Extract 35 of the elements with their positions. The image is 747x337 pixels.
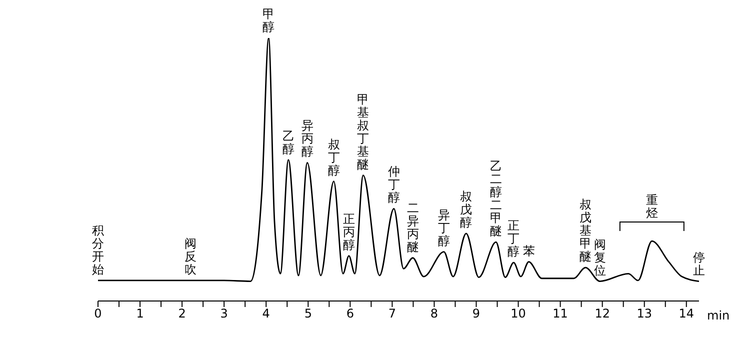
x-tick-label: 6 (346, 306, 354, 321)
annotation: 乙醇 (282, 128, 294, 156)
x-tick-label: 11 (552, 306, 568, 321)
x-tick-label: 2 (178, 306, 186, 321)
x-tick-label: 8 (430, 306, 438, 321)
x-tick-label: 7 (388, 306, 396, 321)
x-tick-label: 10 (510, 306, 526, 321)
annotation: 仲丁醇 (388, 164, 400, 205)
annotation: 叔丁醇 (328, 137, 340, 178)
annotation: 阀反吹 (184, 236, 196, 276)
x-tick-label: 3 (220, 306, 228, 321)
x-tick-label: 0 (94, 306, 102, 321)
annotation: 异丙醇 (301, 118, 314, 159)
annotation: 积分开始 (92, 223, 104, 276)
annotation: 甲基叔丁基醚 (357, 92, 370, 172)
annotation: 重烃 (646, 193, 658, 220)
annotation: 正丙醇 (342, 212, 355, 252)
x-tick-label: 12 (594, 306, 610, 321)
x-tick-label: 13 (636, 306, 652, 321)
annotation: 正丁醇 (508, 218, 520, 259)
annotation: 叔戊醇 (460, 189, 472, 230)
x-tick-label: 4 (262, 306, 270, 321)
annotation: 甲醇 (262, 7, 275, 34)
x-tick-label: 14 (678, 306, 694, 321)
annotation: 叔戊基甲醚 (580, 198, 592, 264)
annotation: 停止 (693, 250, 705, 278)
annotation: 二异丙醚 (406, 200, 419, 254)
x-tick-label: 1 (136, 306, 144, 321)
x-tick-label: 5 (304, 306, 312, 321)
x-axis-title: min (707, 308, 730, 322)
annotation: 阀复位 (594, 237, 606, 278)
x-tick-label: 9 (472, 306, 480, 321)
annotation: 乙二醇二甲醚 (490, 159, 502, 238)
annotation: 苯 (522, 244, 535, 258)
annotation: 异丁醇 (438, 208, 450, 248)
